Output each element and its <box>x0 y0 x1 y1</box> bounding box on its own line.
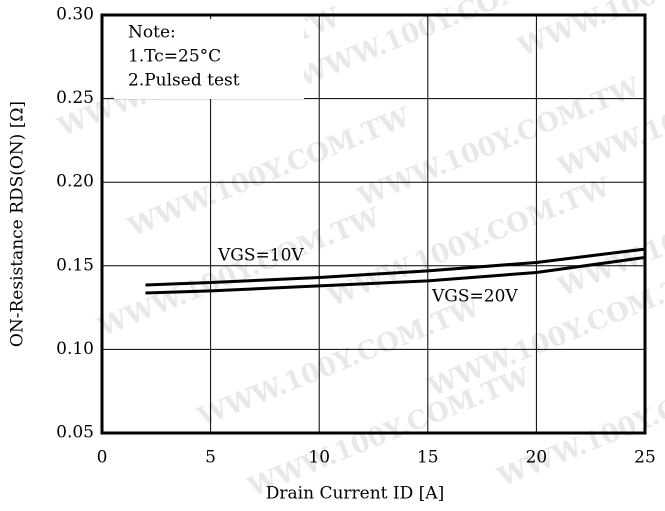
x-tick-label: 5 <box>205 448 216 468</box>
x-tick-label: 0 <box>97 448 108 468</box>
x-tick-label: 10 <box>308 448 330 468</box>
plot-frame <box>100 13 647 435</box>
y-tick-label: 0.10 <box>56 339 94 359</box>
y-tick-label: 0.05 <box>56 423 94 443</box>
y-tick-label: 0.15 <box>56 255 94 275</box>
x-tick-label: 15 <box>417 448 439 468</box>
y-tick-label: 0.30 <box>56 5 94 25</box>
series-label: VGS=20V <box>431 287 518 307</box>
y-tick-label: 0.20 <box>56 172 94 192</box>
annotation: 2.Pulsed test <box>128 71 240 91</box>
annotation: Note: <box>128 23 176 43</box>
y-axis-label: ON-Resistance RDS(ON) [Ω] <box>8 101 28 347</box>
data-line <box>145 247 646 287</box>
annotation: 1.Tc=25°C <box>128 47 221 67</box>
series-label: VGS=10V <box>217 246 304 266</box>
note-box <box>114 19 304 99</box>
y-tick-label: 0.25 <box>56 88 94 108</box>
data-line <box>145 255 646 295</box>
x-tick-label: 25 <box>634 448 656 468</box>
x-tick-label: 20 <box>526 448 548 468</box>
x-axis-label: Drain Current ID [A] <box>266 484 444 504</box>
